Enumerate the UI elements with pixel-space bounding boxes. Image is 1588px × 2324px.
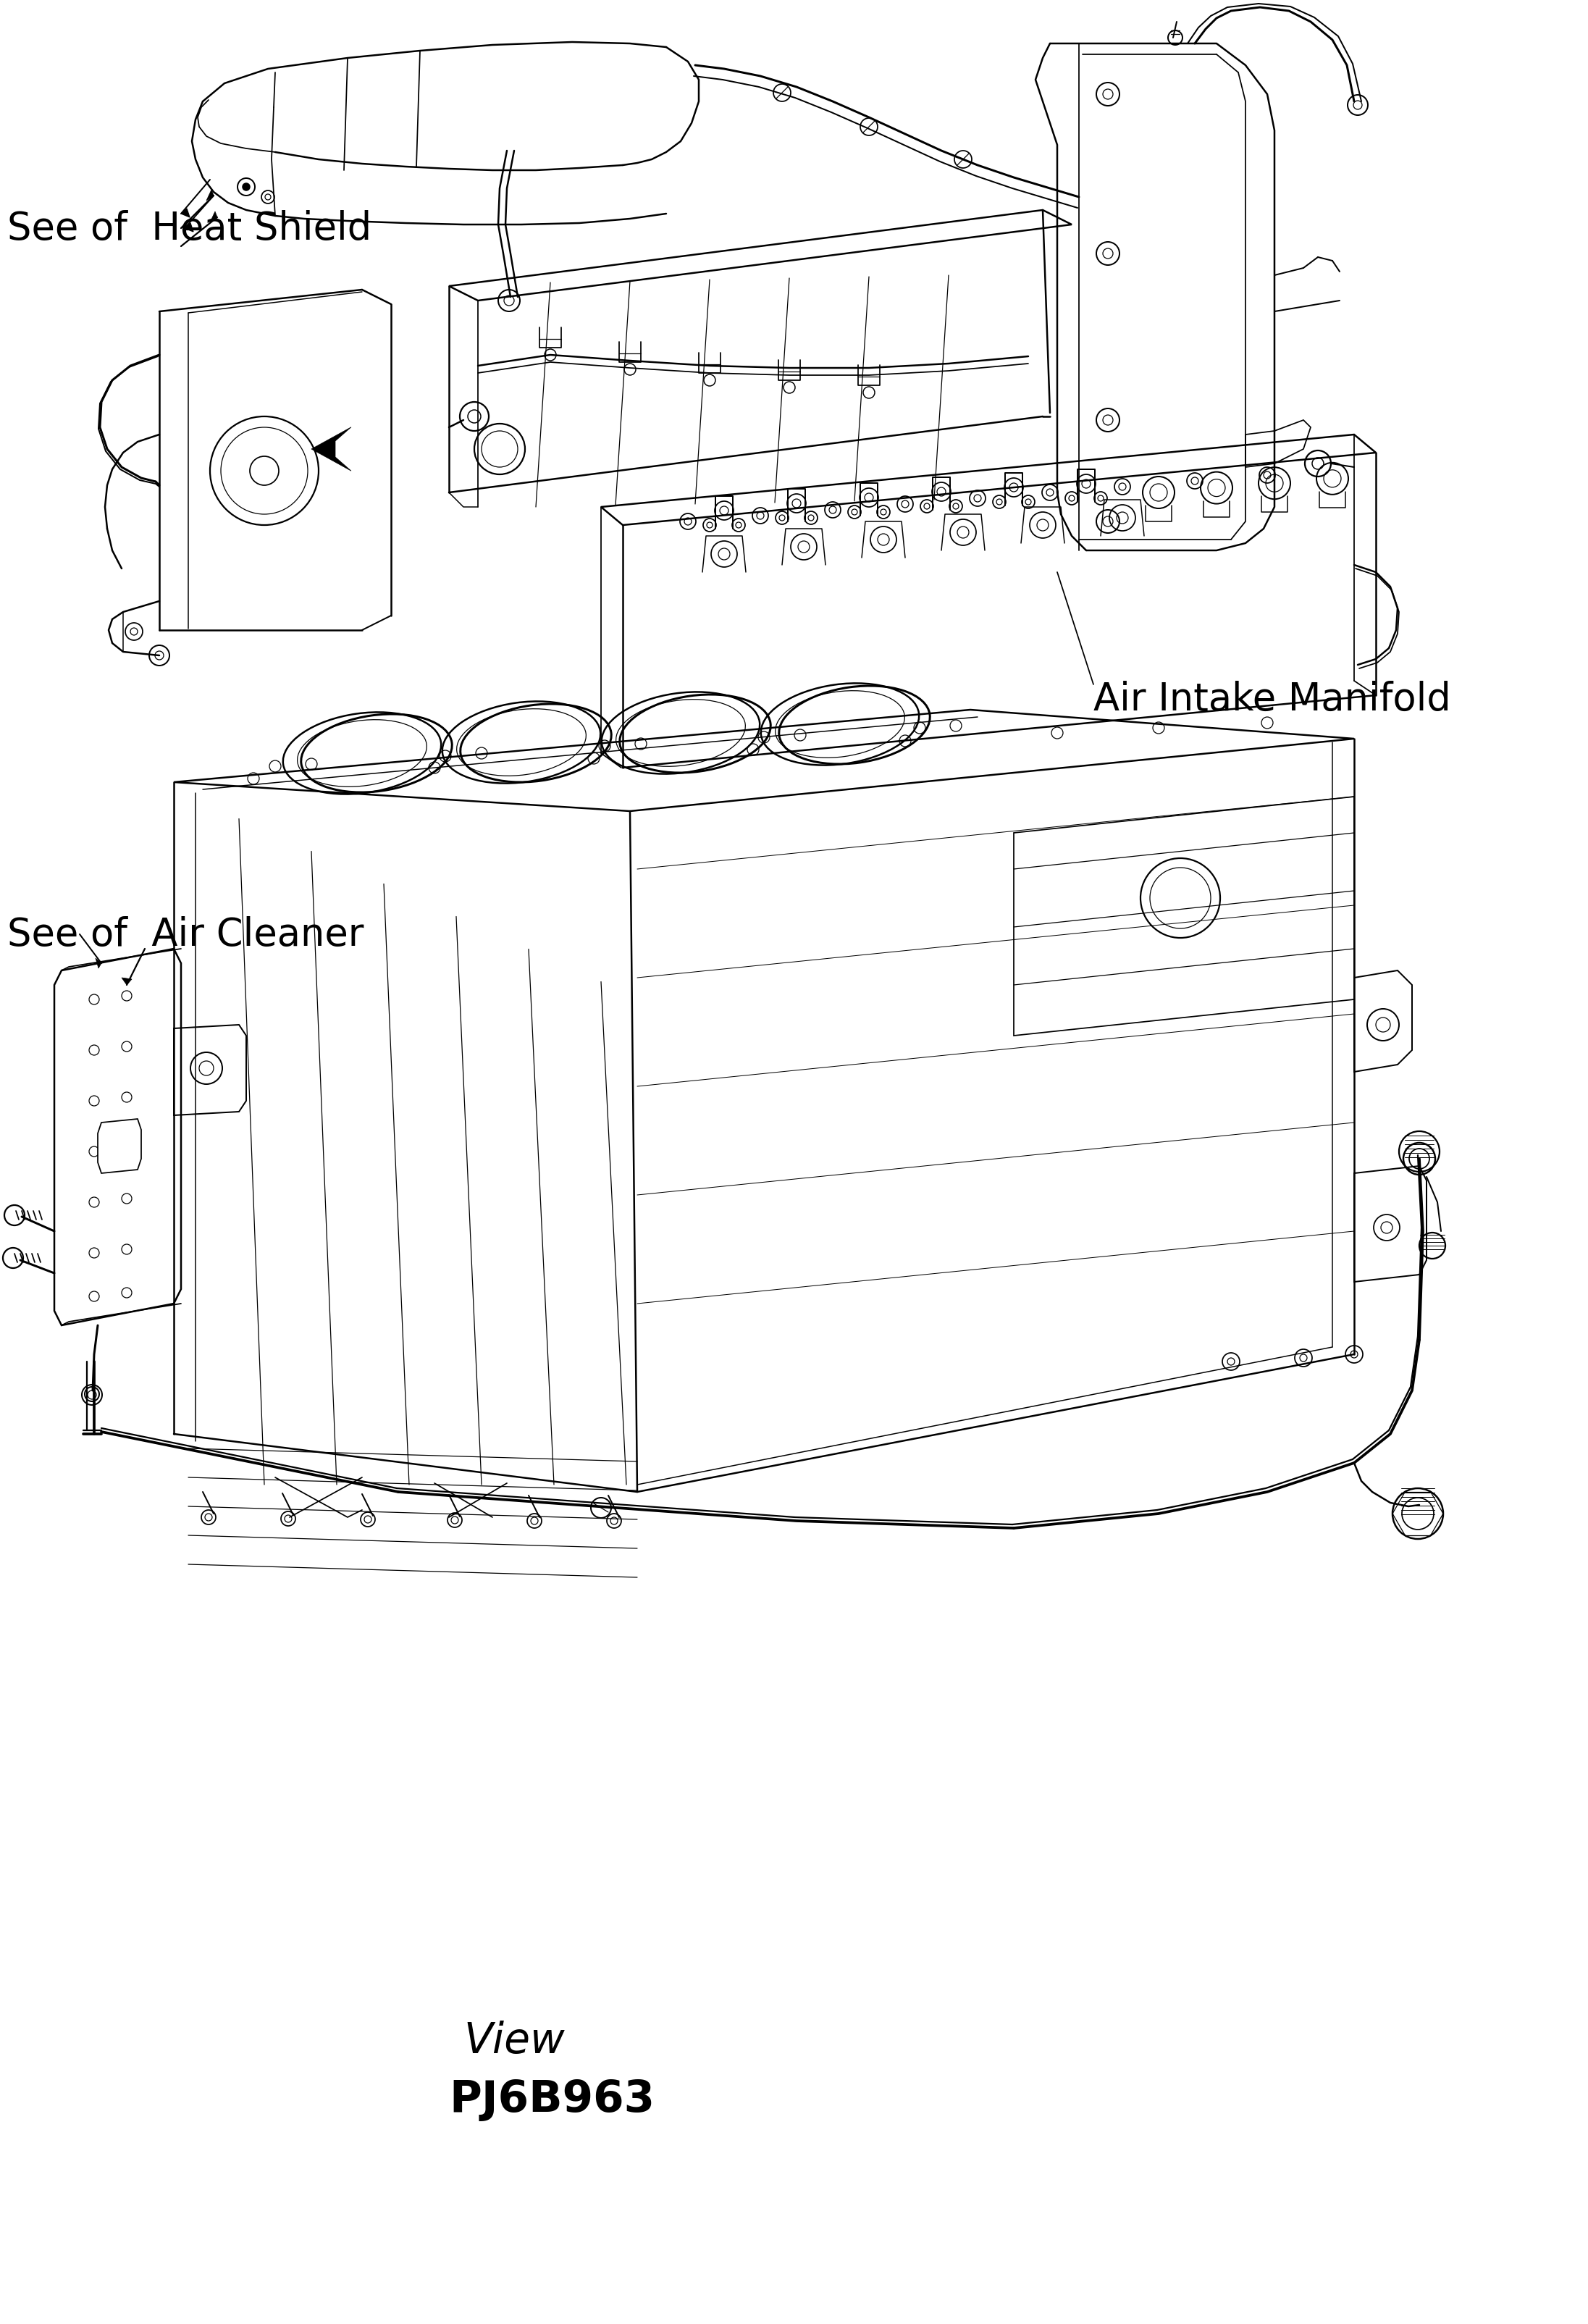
Polygon shape xyxy=(122,978,132,985)
Text: PJ6B963: PJ6B963 xyxy=(449,2078,654,2122)
Polygon shape xyxy=(181,209,189,216)
Polygon shape xyxy=(98,1118,141,1174)
Circle shape xyxy=(243,184,249,191)
Text: See of  Heat Shield: See of Heat Shield xyxy=(8,209,372,249)
Polygon shape xyxy=(95,957,102,969)
Polygon shape xyxy=(311,428,351,472)
Polygon shape xyxy=(210,211,218,223)
Polygon shape xyxy=(206,191,214,200)
Polygon shape xyxy=(184,223,194,232)
Text: Air Intake Manifold: Air Intake Manifold xyxy=(1094,681,1451,718)
Text: See of  Air Cleaner: See of Air Cleaner xyxy=(8,916,364,953)
Text: View: View xyxy=(464,2020,565,2061)
